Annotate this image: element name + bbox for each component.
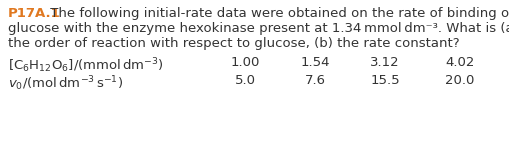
Text: 1.00: 1.00: [230, 56, 260, 69]
Text: 1.54: 1.54: [300, 56, 330, 69]
Text: P17A.1: P17A.1: [8, 7, 61, 20]
Text: 3.12: 3.12: [370, 56, 400, 69]
Text: $v_0/(\mathrm{mol\,dm^{-3}\,s^{-1}})$: $v_0/(\mathrm{mol\,dm^{-3}\,s^{-1}})$: [8, 74, 123, 93]
Text: 5.0: 5.0: [235, 74, 256, 87]
Text: the order of reaction with respect to glucose, (b) the rate constant?: the order of reaction with respect to gl…: [8, 37, 460, 50]
Text: 7.6: 7.6: [304, 74, 325, 87]
Text: The following initial-rate data were obtained on the rate of binding of: The following initial-rate data were obt…: [46, 7, 509, 20]
Text: glucose with the enzyme hexokinase present at 1.34 mmol dm⁻³. What is (a): glucose with the enzyme hexokinase prese…: [8, 22, 509, 35]
Text: $[\mathrm{C_6H_{12}O_6}]/(\mathrm{mmol\,dm^{-3}})$: $[\mathrm{C_6H_{12}O_6}]/(\mathrm{mmol\,…: [8, 56, 164, 75]
Text: 4.02: 4.02: [445, 56, 475, 69]
Text: 20.0: 20.0: [445, 74, 475, 87]
Text: 15.5: 15.5: [370, 74, 400, 87]
